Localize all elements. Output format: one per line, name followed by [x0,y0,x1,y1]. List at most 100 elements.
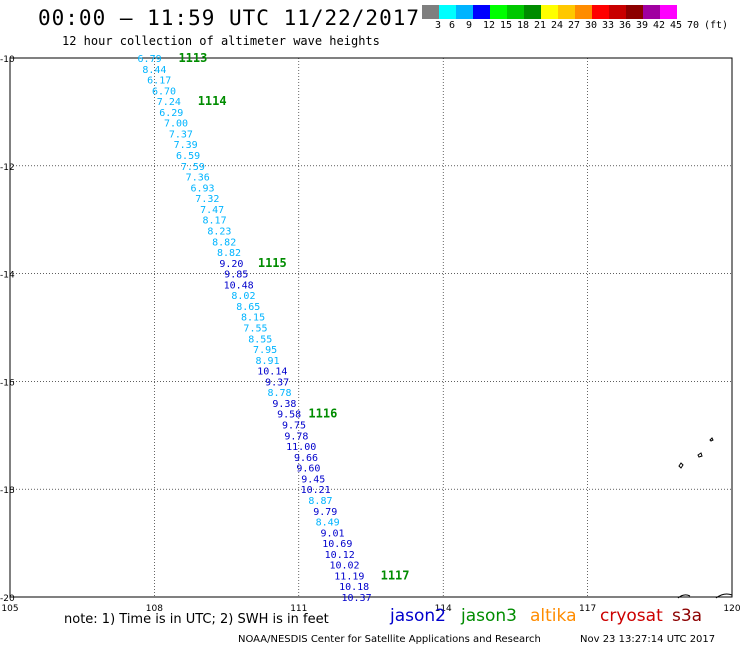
wave-height-value: 8.02 [231,291,255,302]
track-time-marker: 1115 [258,256,287,270]
wave-height-value: 9.78 [284,431,308,442]
footer-source: NOAA/NESDIS Center for Satellite Applica… [238,634,541,645]
wave-height-value: 7.39 [174,140,198,151]
wave-height-value: 10.37 [342,593,372,604]
wave-height-value: 8.17 [203,216,227,227]
legend-swatch [558,5,575,19]
wave-height-value: 10.12 [325,550,355,561]
lat-tick-label: -14 [0,271,15,281]
legend-swatch [592,5,609,19]
wave-height-value: 10.21 [301,485,331,496]
lat-tick-label: -10 [0,55,15,65]
wave-height-value: 8.91 [255,356,279,367]
wave-height-value: 6.17 [147,76,171,87]
legend-label: 15 [500,20,513,31]
wave-height-value: 9.01 [320,528,344,539]
legend-label: 33 [602,20,615,31]
legend-label: 12 [483,20,496,31]
legend-label: 36 [619,20,632,31]
lon-tick-label: 117 [579,604,596,614]
legend-swatch [456,5,473,19]
legend-swatch [524,5,541,19]
wave-height-value: 7.37 [169,129,193,140]
wave-height-value: 8.78 [267,388,291,399]
wave-height-value: 8.15 [241,313,265,324]
wave-height-value: 10.48 [224,280,254,291]
legend-label: 21 [534,20,547,31]
map-frame [9,57,733,598]
lat-tick-label: -12 [0,163,15,173]
sat-altika-label: altika [530,606,577,626]
legend-swatch [490,5,507,19]
sat-s3a-label: s3a [672,606,703,626]
wave-height-value: 9.45 [301,474,325,485]
wave-height-value: 9.66 [294,453,318,464]
wave-height-value: 10.69 [322,539,352,550]
wave-height-value: 11.19 [334,571,364,582]
wave-height-value: 9.37 [265,377,289,388]
coastline [715,593,733,599]
legend-swatch [677,5,694,19]
wave-height-value: 9.75 [282,421,306,432]
wave-height-value: 9.38 [272,399,296,410]
track-time-marker: 1114 [198,94,227,108]
wave-height-value: 9.58 [277,410,301,421]
legend-swatch [507,5,524,19]
wave-height-value: 6.79 [138,54,162,65]
wave-height-value: 10.14 [257,367,287,378]
wave-height-value: 8.55 [248,334,272,345]
lon-tick-label: 108 [146,604,163,614]
wave-height-value: 11.00 [286,442,316,453]
wave-height-value: 9.79 [313,507,337,518]
sat-jason2-label: jason2 [390,606,446,626]
legend-label: 39 [636,20,649,31]
wave-height-value: 8.23 [207,226,231,237]
wave-height-value: 10.18 [339,582,369,593]
wave-height-value: 6.93 [190,183,214,194]
legend-swatch [609,5,626,19]
wave-height-value: 7.47 [200,205,224,216]
track-time-marker: 1117 [381,568,410,582]
legend-swatch [473,5,490,19]
lat-tick-label: -16 [0,378,15,388]
wave-height-value: 8.82 [212,237,236,248]
legend-swatch [643,5,660,19]
wave-height-value: 7.95 [253,345,277,356]
wave-height-value: 9.85 [224,270,248,281]
page-title: 00:00 — 11:59 UTC 11/22/2017 [38,6,421,30]
legend-label: 42 [653,20,666,31]
legend-label: 70 [687,20,700,31]
wave-height-value: 8.49 [316,518,340,529]
lon-tick-label: 105 [1,604,18,614]
wave-height-value: 10.02 [329,561,359,572]
color-legend: 3 6 9 12 15 18 21 24 27 30 33 36 39 42 45 70 (ft) [422,5,740,33]
island-shape [678,462,684,469]
legend-label: 6 [449,20,456,31]
legend-label: 3 [435,20,442,31]
lon-tick-label: 114 [435,604,452,614]
wave-height-value: 7.55 [243,324,267,335]
legend-labels: 3 6 9 12 15 18 21 24 27 30 33 36 39 42 45 70 (ft) [422,19,740,33]
page-subtitle: 12 hour collection of altimeter wave hei… [62,34,380,48]
lat-tick-label: -18 [0,486,15,496]
lat-tick-label: -20 [0,594,15,604]
wave-height-value: 6.59 [176,151,200,162]
wave-height-value: 8.82 [217,248,241,259]
legend-label: 9 [466,20,473,31]
legend-swatch [660,5,677,19]
footer-timestamp: Nov 23 13:27:14 UTC 2017 [580,634,716,645]
legend-label: 30 [585,20,598,31]
track-time-marker: 1116 [308,407,337,421]
sat-cryosat-label: cryosat [600,606,663,626]
wave-height-value: 9.60 [296,464,320,475]
legend-swatch [575,5,592,19]
wave-height-value: 6.70 [152,86,176,97]
wave-height-value: 7.24 [157,97,181,108]
lon-tick-label: 111 [290,604,307,614]
sat-jason3-label: jason3 [461,606,517,626]
track-time-marker: 1113 [178,51,207,65]
legend-label: 24 [551,20,564,31]
lon-tick-label: 120 [723,604,740,614]
legend-swatches [422,5,740,19]
